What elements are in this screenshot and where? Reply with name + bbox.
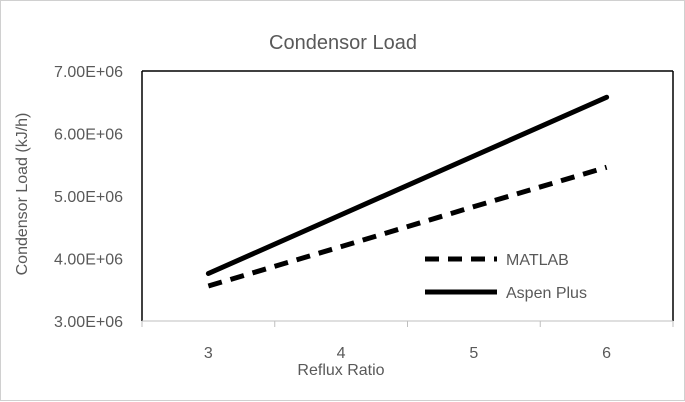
series-line-aspen-plus	[205, 94, 610, 276]
series-line-matlab	[207, 164, 608, 289]
x-tick-marks	[141, 321, 674, 327]
series-lines	[205, 94, 610, 289]
y-tick-label: 3.00E+06	[54, 314, 123, 331]
y-tick-labels: 3.00E+06 4.00E+06 5.00E+06 6.00E+06 7.00E+06	[54, 64, 123, 331]
x-tick-labels: 3 4 5 6	[204, 345, 611, 362]
legend-label: Aspen Plus	[506, 285, 587, 302]
chart-title: Condensor Load	[269, 32, 417, 54]
y-axis-label: Condensor Load (kJ/h)	[14, 113, 31, 276]
y-tick-label: 5.00E+06	[54, 189, 123, 206]
x-axis-label: Reflux Ratio	[297, 362, 384, 379]
x-tick-label: 3	[204, 345, 213, 362]
legend-label: MATLAB	[506, 252, 569, 269]
y-tick-label: 6.00E+06	[54, 127, 123, 144]
legend: MATLAB Aspen Plus	[425, 252, 587, 302]
x-tick-label: 6	[602, 345, 611, 362]
x-tick-label: 5	[469, 345, 478, 362]
x-tick-label: 4	[337, 345, 346, 362]
y-tick-label: 7.00E+06	[54, 64, 123, 81]
y-tick-label: 4.00E+06	[54, 252, 123, 269]
